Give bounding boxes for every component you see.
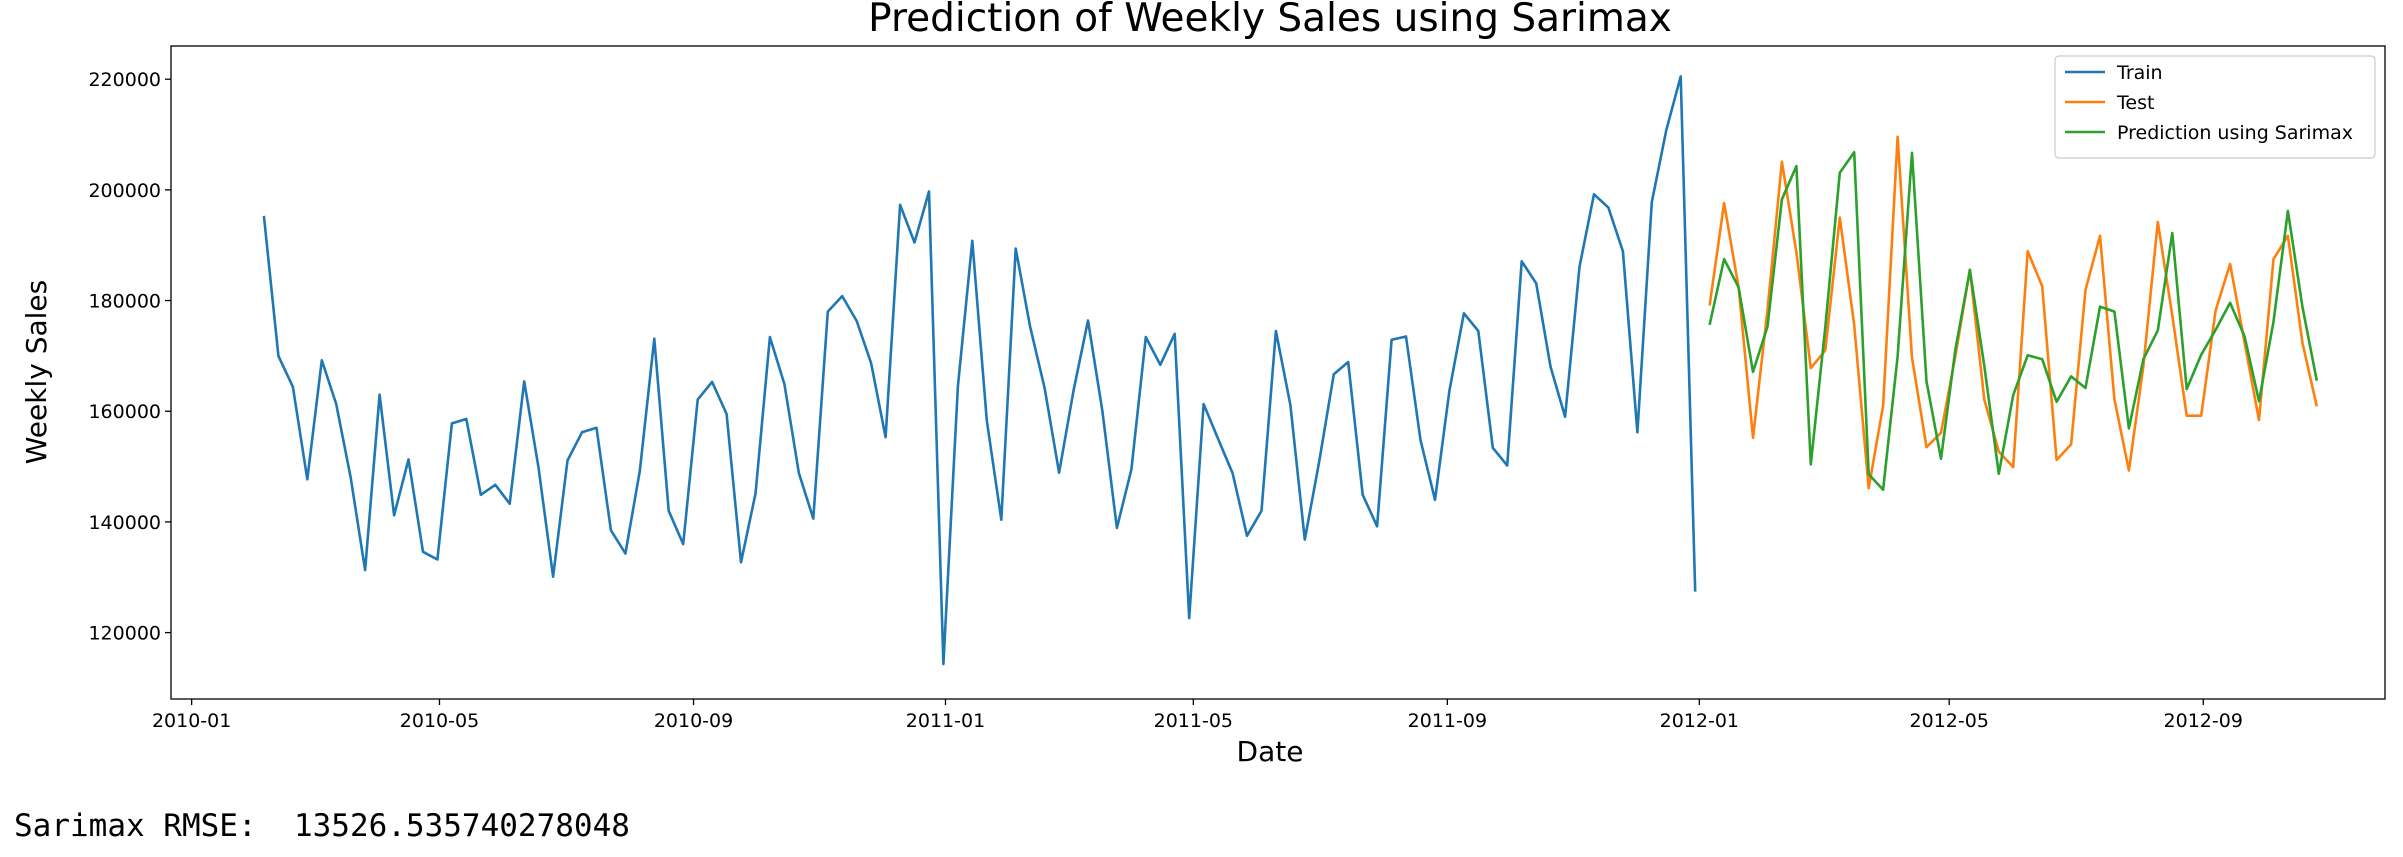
- y-tick-label: 220000: [88, 69, 161, 91]
- y-axis-label: Weekly Sales: [20, 280, 53, 465]
- legend: Train Test Prediction using Sarimax: [2054, 55, 2376, 159]
- series-line-test: [1708, 135, 2319, 490]
- plot-area: [262, 75, 2319, 666]
- series-line-prediction-using-sarimax: [1708, 151, 2319, 492]
- x-tick-label: 2011-01: [906, 710, 985, 732]
- chart-svg: Prediction of Weekly Sales using Sarimax…: [20, 0, 2386, 768]
- plot-frame: [170, 45, 2386, 700]
- legend-label: Prediction using Sarimax: [2117, 122, 2353, 144]
- x-tick-label: 2012-05: [1910, 710, 1989, 732]
- legend-label: Test: [2116, 92, 2154, 114]
- x-tick-label: 2012-09: [2164, 710, 2243, 732]
- x-tick-label: 2010-05: [400, 710, 479, 732]
- y-tick-label: 140000: [88, 512, 161, 534]
- chart-figure: Prediction of Weekly Sales using Sarimax…: [20, 0, 2386, 768]
- x-tick-label: 2012-01: [1660, 710, 1739, 732]
- x-axis-label: Date: [1237, 735, 1304, 768]
- x-tick-label: 2010-01: [152, 710, 231, 732]
- series-line-train: [262, 75, 1697, 666]
- legend-label: Train: [2116, 62, 2163, 84]
- legend-box: [2054, 55, 2376, 159]
- y-axis: 120000 140000 160000 180000 200000 220000: [88, 69, 171, 645]
- x-axis: 2010-01 2010-05 2010-09 2011-01 2011-05 2011-…: [152, 699, 2243, 732]
- x-tick-label: 2011-09: [1408, 710, 1487, 732]
- chart-title: Prediction of Weekly Sales using Sarimax: [868, 0, 1672, 41]
- y-tick-label: 200000: [88, 180, 161, 202]
- y-tick-label: 120000: [88, 623, 161, 645]
- x-tick-label: 2011-05: [1154, 710, 1233, 732]
- y-tick-label: 180000: [88, 291, 161, 313]
- y-tick-label: 160000: [88, 401, 161, 423]
- rmse-output: Sarimax RMSE: 13526.535740278048: [14, 808, 630, 844]
- x-tick-label: 2010-09: [654, 710, 733, 732]
